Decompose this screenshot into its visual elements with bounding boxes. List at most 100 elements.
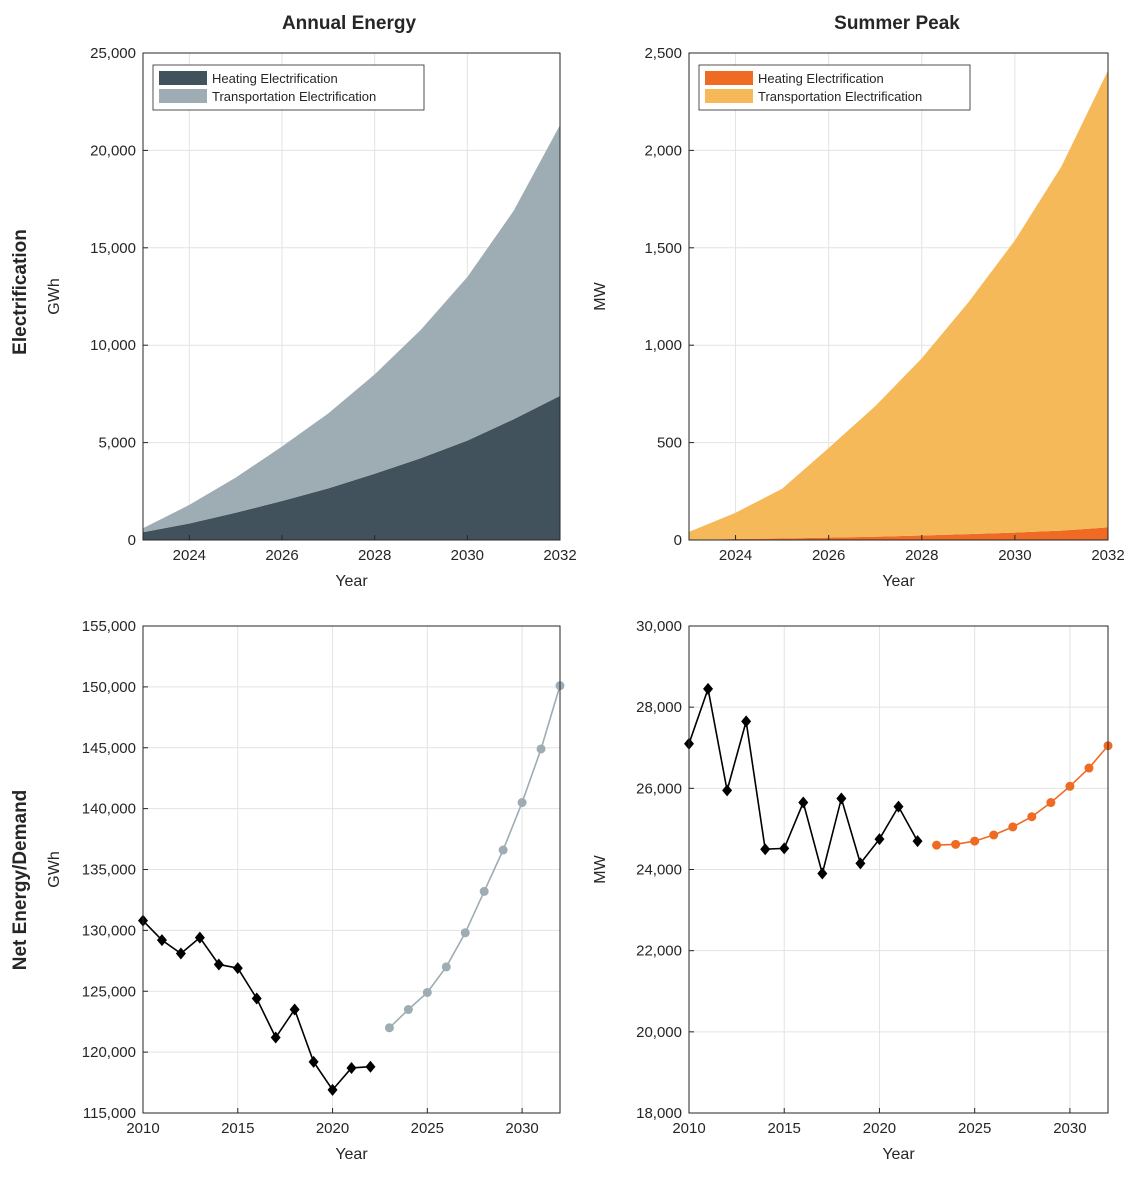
data-point: [1084, 763, 1094, 773]
y-tick-label: 22,000: [636, 943, 682, 960]
data-point: [213, 958, 224, 971]
data-point: [536, 744, 546, 754]
y-tick-label: 5,000: [98, 435, 136, 452]
x-tick-label: 2024: [173, 547, 206, 564]
line-series-2: [936, 745, 1109, 846]
y-tick-label: 30,000: [636, 618, 682, 635]
data-point: [703, 682, 714, 695]
chart-summer-peak: 2024 2026 2028 2030 2032 0 500 1,000 1,500 2,000 2…: [592, 45, 1125, 590]
data-point: [855, 857, 866, 870]
data-point: [1027, 812, 1037, 822]
chart-annual-energy: 2024 2026 2028 2030 2032 0 5,000 10,000 15,000 20…: [46, 45, 577, 590]
data-point: [912, 835, 923, 848]
data-point: [836, 792, 847, 805]
y-tick-label: 150,000: [82, 679, 136, 696]
data-point: [251, 992, 262, 1005]
x-tick-label: 2020: [863, 1120, 896, 1137]
chart-net-energy: 2010 2015 2020 2025 2030 115,000 120,000 125,00…: [46, 618, 565, 1163]
data-point: [722, 784, 733, 797]
data-point: [1065, 781, 1075, 791]
data-point: [365, 1060, 376, 1073]
data-point: [232, 962, 243, 975]
x-tick-label: 2026: [812, 547, 845, 564]
y-tick-label: 28,000: [636, 699, 682, 716]
legend-swatch: [705, 89, 753, 103]
data-point: [893, 800, 904, 813]
data-point: [422, 987, 432, 997]
data-point: [479, 886, 489, 896]
area-series-2: [689, 70, 1108, 540]
y-tick-label: 0: [674, 532, 682, 549]
data-point: [270, 1031, 281, 1044]
x-axis-label: Year: [882, 573, 915, 590]
area-series-1: [143, 395, 560, 540]
data-point: [308, 1055, 319, 1068]
data-point: [874, 833, 885, 846]
legend-label: Heating Electrification: [758, 71, 884, 86]
y-axis-label: GWh: [46, 278, 63, 314]
x-tick-label: 2030: [505, 1120, 538, 1137]
x-tick-label: 2020: [316, 1120, 349, 1137]
y-tick-label: 20,000: [90, 142, 136, 159]
x-axis-label: Year: [882, 1146, 915, 1163]
data-point: [289, 1003, 300, 1016]
data-point: [498, 845, 508, 855]
chart-net-demand: 2010 2015 2020 2025 2030 18,000 20,000 22,000 24…: [592, 618, 1113, 1163]
y-tick-label: 15,000: [90, 240, 136, 257]
x-tick-label: 2024: [719, 547, 752, 564]
x-tick-label: 2028: [358, 547, 391, 564]
y-tick-label: 125,000: [82, 983, 136, 1000]
x-tick-label: 2030: [451, 547, 484, 564]
legend-label: Heating Electrification: [212, 71, 338, 86]
y-tick-label: 2,500: [644, 45, 682, 62]
y-axis-label: MW: [592, 281, 609, 310]
y-tick-label: 140,000: [82, 801, 136, 818]
y-tick-label: 10,000: [90, 337, 136, 354]
data-point: [156, 934, 167, 947]
x-tick-label: 2030: [998, 547, 1031, 564]
area-series-1: [689, 527, 1108, 540]
legend-swatch: [159, 89, 207, 103]
y-tick-label: 130,000: [82, 922, 136, 939]
data-point: [951, 839, 961, 849]
y-tick-label: 1,500: [644, 240, 682, 257]
y-tick-label: 25,000: [90, 45, 136, 62]
x-tick-label: 2025: [411, 1120, 444, 1137]
legend-swatch: [705, 71, 753, 85]
x-tick-label: 2015: [221, 1120, 254, 1137]
y-tick-label: 115,000: [83, 1105, 136, 1122]
column-title-annual-energy: Annual Energy: [282, 13, 417, 34]
y-tick-label: 135,000: [82, 862, 136, 879]
legend-label: Transportation Electrification: [758, 89, 922, 104]
data-point: [741, 715, 752, 728]
x-tick-label: 2015: [768, 1120, 801, 1137]
y-tick-label: 1,000: [644, 337, 682, 354]
row-title-net-energy-demand: Net Energy/Demand: [10, 790, 31, 971]
column-title-summer-peak: Summer Peak: [834, 13, 960, 34]
x-tick-label: 2032: [543, 547, 576, 564]
y-tick-label: 145,000: [82, 740, 136, 757]
data-point: [460, 928, 470, 938]
y-tick-label: 20,000: [636, 1024, 682, 1041]
y-tick-label: 18,000: [636, 1105, 682, 1122]
x-tick-label: 2010: [126, 1120, 159, 1137]
data-point: [932, 840, 942, 850]
data-point: [384, 1023, 394, 1033]
data-point: [970, 836, 980, 846]
x-tick-label: 2026: [265, 547, 298, 564]
plot-frame: [688, 52, 1109, 541]
data-point: [194, 931, 205, 944]
y-tick-label: 120,000: [82, 1044, 136, 1061]
legend-label: Transportation Electrification: [212, 89, 376, 104]
x-tick-label: 2010: [672, 1120, 705, 1137]
legend-swatch: [159, 71, 207, 85]
area-series-2: [143, 125, 560, 533]
data-point: [1046, 798, 1056, 808]
data-point: [989, 830, 999, 840]
row-title-electrification: Electrification: [10, 229, 31, 355]
line-series-2: [388, 685, 561, 1029]
data-point: [327, 1083, 338, 1096]
data-point: [441, 962, 451, 972]
data-point: [346, 1061, 357, 1074]
